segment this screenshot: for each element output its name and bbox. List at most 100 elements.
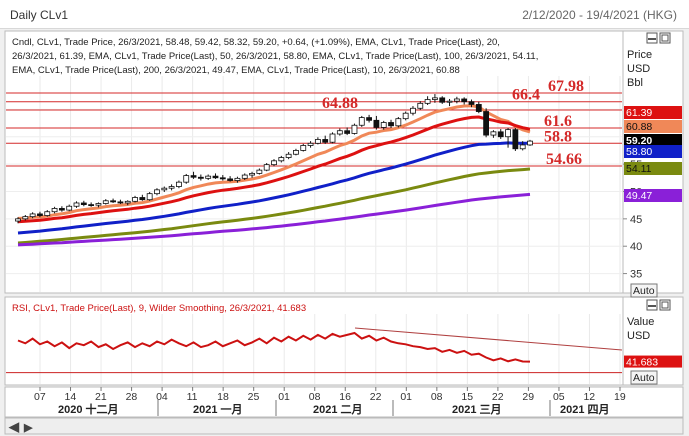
maximize-icon[interactable] (659, 32, 671, 44)
month-label: 2021 一月 (193, 403, 243, 416)
candle-body (505, 129, 511, 138)
rsi-axis-title-value: Value (627, 316, 654, 328)
candle-body (314, 139, 321, 144)
candle-body (388, 122, 394, 127)
price-auto-button[interactable] (630, 283, 658, 298)
candle-body (300, 145, 307, 151)
x-tick-label: 15 (461, 391, 473, 403)
candle-body (519, 144, 526, 150)
candle-body (483, 111, 490, 136)
ema-lines (17, 104, 531, 247)
x-tick-label: 04 (156, 391, 168, 403)
rsi-value-tag (624, 355, 682, 368)
candle-body (256, 169, 263, 174)
title-bar: Daily CLv1 2/12/2020 - 19/4/2021 (HKG) (0, 0, 689, 29)
candle-body (183, 175, 190, 183)
x-tick-label: 28 (126, 391, 138, 403)
rsi-line (17, 331, 531, 363)
ema-20-line (17, 115, 531, 224)
axis-title-currency: USD (627, 63, 650, 75)
x-tick-label: 22 (370, 391, 382, 403)
rsi-legend: RSI, CLv1, Trade Price(Last), 9, Wilder … (12, 303, 306, 314)
candle-body (527, 140, 533, 146)
candle-body (439, 97, 446, 103)
x-axis-ticks: 07 14 21 28 04 11 18 25 01 08 16 22 01 08 15 22 29 05 12 19… (34, 387, 626, 416)
rsi-maximize-icon[interactable] (659, 299, 671, 311)
level-label: 54.66 (546, 151, 582, 168)
candle-body (344, 130, 351, 134)
candle-body (139, 197, 146, 201)
chart-area[interactable]: 67.98 66.4 64.88 61.658.8 54.66 41.683 35 40 4… (0, 28, 689, 436)
candle-body (66, 205, 73, 211)
level-label: 61.6 (544, 113, 572, 130)
price-levels: 67.98 66.4 64.88 61.658.8 54.66 (6, 78, 622, 168)
candle-body (424, 99, 431, 104)
candle-body (336, 130, 343, 135)
candle-body (190, 175, 197, 178)
x-tick-label: 12 (583, 391, 595, 403)
candle-body (117, 201, 124, 204)
scroll-left-icon[interactable]: ◀ (8, 419, 20, 434)
candle-body (205, 175, 212, 179)
maximize-glyph (661, 34, 669, 42)
level-label: 67.98 (548, 78, 584, 95)
candle-body (293, 150, 299, 155)
price-tick-label: 40 (630, 241, 642, 253)
value-tag-text: 49.47 (626, 190, 652, 202)
candle-body (51, 208, 58, 213)
horizontal-scrollbar[interactable] (4, 417, 684, 435)
candle-body (322, 139, 329, 143)
x-tick-label: 01 (278, 391, 290, 403)
candle-body (497, 131, 504, 138)
x-tick-label: 19 (614, 391, 626, 403)
scroll-right-icon[interactable]: ▶ (23, 422, 33, 434)
x-tick-label: 07 (34, 391, 46, 403)
rsi-auto-label: Auto (633, 372, 655, 384)
value-tag (624, 162, 682, 175)
rsi-trendline (354, 327, 623, 351)
month-label: 2021 三月 (452, 403, 502, 416)
value-tag-text: 58.80 (626, 146, 652, 158)
window-title: Daily CLv1 (10, 8, 69, 22)
grid (6, 76, 622, 384)
level-label: 64.88 (322, 95, 358, 112)
candle-body (410, 107, 416, 114)
x-tick-label: 22 (492, 391, 504, 403)
rsi-axis[interactable] (622, 296, 684, 386)
price-panel[interactable] (4, 30, 624, 294)
candle-body (37, 213, 43, 216)
candle-body (15, 218, 21, 222)
x-tick-label: 14 (65, 391, 77, 403)
rsi-panel[interactable] (4, 296, 624, 386)
candle-body (402, 112, 409, 120)
value-tag-text: 61.39 (626, 107, 652, 119)
value-tag (624, 134, 682, 147)
candle-body (380, 122, 387, 128)
month-label: 2021 四月 (560, 403, 610, 416)
x-tick-label: 29 (522, 391, 534, 403)
x-tick-label: 11 (187, 391, 198, 403)
candle-body (234, 177, 241, 181)
candle-body (29, 213, 36, 218)
value-tag (624, 120, 682, 133)
candle-body (102, 200, 109, 204)
candle-body (395, 118, 402, 127)
candle-body (373, 119, 380, 128)
candle-body (154, 189, 160, 195)
ema-10-line (17, 104, 531, 220)
date-range: 2/12/2020 - 19/4/2021 (HKG) (522, 8, 677, 22)
axis-title-unit: Bbl (627, 77, 643, 89)
rsi-auto-button[interactable] (630, 370, 658, 385)
candle-body (351, 124, 358, 134)
candle-body (432, 97, 438, 100)
candle-body (168, 186, 175, 189)
candle-body (453, 98, 460, 102)
ema-100-line (17, 167, 531, 245)
x-tick-label: 16 (339, 391, 351, 403)
price-tick-label: 35 (630, 269, 642, 281)
candle-body (475, 104, 482, 112)
time-axis[interactable] (4, 386, 684, 418)
legend-line-2: 26/3/2021, 61.39, EMA, CLv1, Trade Price… (12, 51, 538, 62)
candle-body (212, 175, 219, 179)
